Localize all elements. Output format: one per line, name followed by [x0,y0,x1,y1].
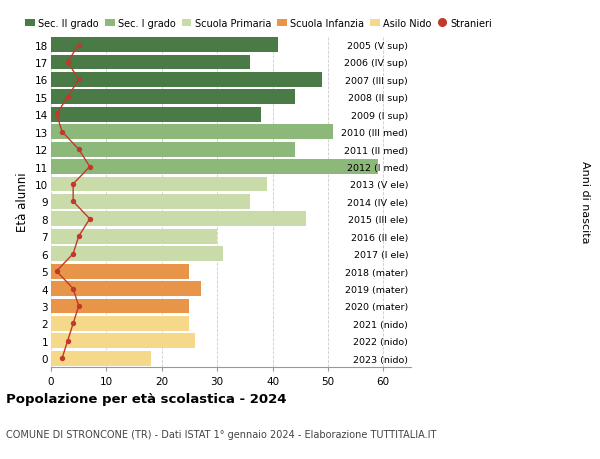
Bar [51,90,295,105]
Bar [51,351,151,366]
Text: COMUNE DI STRONCONE (TR) - Dati ISTAT 1° gennaio 2024 - Elaborazione TUTTITALIA.: COMUNE DI STRONCONE (TR) - Dati ISTAT 1°… [6,429,436,439]
Bar [51,177,267,192]
Bar [51,281,200,297]
Text: Anni di nascita: Anni di nascita [580,161,590,243]
Bar [51,160,378,174]
Bar [51,247,223,262]
Bar [51,56,250,70]
Bar [51,38,278,53]
Point [63,94,73,101]
Point [57,355,67,362]
Point [74,77,83,84]
Text: Popolazione per età scolastica - 2024: Popolazione per età scolastica - 2024 [6,392,287,405]
Point [63,59,73,67]
Point [74,302,83,310]
Point [52,112,61,119]
Point [74,146,83,153]
Point [85,163,95,171]
Bar [51,230,217,244]
Bar [51,334,195,348]
Point [68,285,78,292]
Bar [51,299,190,313]
Legend: Sec. II grado, Sec. I grado, Scuola Primaria, Scuola Infanzia, Asilo Nido, Stran: Sec. II grado, Sec. I grado, Scuola Prim… [25,18,492,28]
Point [68,320,78,327]
Point [68,181,78,188]
Bar [51,142,295,157]
Point [68,198,78,206]
Point [68,251,78,258]
Point [63,337,73,345]
Point [74,233,83,241]
Bar [51,316,190,331]
Point [74,42,83,49]
Bar [51,125,334,140]
Bar [51,107,262,123]
Point [52,268,61,275]
Bar [51,264,190,279]
Bar [51,212,306,227]
Bar [51,73,322,88]
Point [57,129,67,136]
Bar [51,195,250,209]
Point [85,216,95,223]
Y-axis label: Età alunni: Età alunni [16,172,29,232]
